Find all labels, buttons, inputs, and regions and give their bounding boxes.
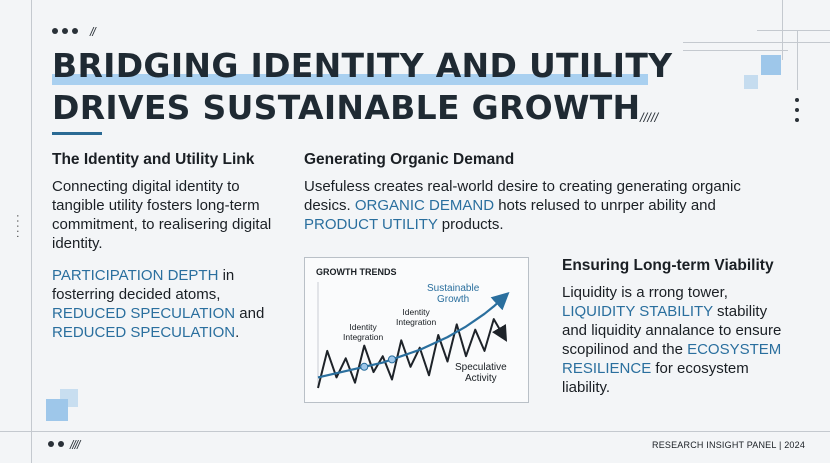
chart-label: Speculative (455, 362, 507, 373)
speculative-activity-line (317, 318, 508, 389)
deco-slashes: ///// (640, 110, 659, 125)
deco-slashes: // (90, 25, 96, 39)
title-rule (52, 132, 102, 135)
body-text: Liquidity is a rrong tower, (562, 284, 728, 301)
chart-label: Sustainable (427, 283, 480, 294)
growth-trends-chart: GROWTH TRENDS Sustainable Growth Specula… (304, 257, 529, 403)
footer-dot (48, 441, 54, 447)
chart-label: Growth (437, 294, 470, 305)
deco-square (60, 389, 78, 407)
frame-left-line (31, 0, 32, 463)
chart-label: Identity (402, 307, 430, 317)
accent-term: REDUCED SPECULATION (52, 324, 236, 341)
deco-line (683, 42, 830, 43)
footer-dot (58, 441, 64, 447)
accent-term: PRODUCT UTILITY (304, 216, 438, 233)
identity-integration-label: Identity Integration (396, 307, 436, 327)
section-heading-identity-utility: The Identity and Utility Link (52, 151, 255, 168)
chart-label: Identity (349, 322, 377, 332)
identity-integration-label: Identity Integration (343, 322, 383, 342)
section-heading-organic-demand: Generating Organic Demand (304, 151, 515, 168)
chart-label: Activity (465, 373, 497, 384)
body-text: stability and liquidity annalance to ens… (562, 303, 782, 358)
body-text: and (235, 305, 265, 322)
section-organic-demand-text: Usefuless creates real-world desire to c… (304, 177, 764, 234)
title-highlight (52, 74, 648, 85)
body-text: in fosterring decided atoms, (52, 267, 235, 303)
page-title: BRIDGING IDENTITY AND UTILITY DRIVES SUS… (52, 45, 672, 129)
section-viability-text: Liquidity is a rrong tower, LIQUIDITY ST… (562, 283, 782, 397)
title-line2: DRIVES SUSTAINABLE GROWTH (52, 88, 641, 127)
identity-integration-marker (388, 355, 396, 364)
section-identity-utility-text2: PARTICIPATION DEPTH in fosterring decide… (52, 266, 277, 342)
deco-line (797, 30, 798, 90)
sustainable-growth-line (317, 291, 510, 379)
sustainable-growth-label: Sustainable Growth (427, 283, 479, 305)
chart-plot (317, 282, 510, 389)
body-text: for ecosystem liability. (562, 360, 749, 396)
section-heading-viability: Ensuring Long-term Viability (562, 257, 774, 274)
body-text: hots relused to unrper ability and (494, 197, 716, 214)
identity-integration-marker (360, 362, 369, 371)
chart-label: Integration (396, 317, 437, 327)
speculative-activity-label: Speculative Activity (455, 362, 507, 384)
deco-dot (795, 118, 799, 122)
chart-label: Integration (343, 332, 384, 342)
body-text: . (235, 324, 240, 341)
accent-term: ECOSYSTEM RESILIENCE (562, 341, 782, 377)
footer-label: RESEARCH INSIGHT PANEL | 2024 (652, 440, 806, 450)
accent-term: LIQUIDITY STABILITY (562, 303, 713, 320)
title-line1: BRIDGING IDENTITY AND UTILITY (52, 46, 673, 85)
deco-line (683, 50, 788, 51)
body-text: Usefuless creates real-world desire to c… (304, 178, 741, 214)
accent-term: REDUCED SPECULATION (52, 305, 236, 322)
side-label: • • • • • (14, 215, 20, 239)
deco-dot (72, 28, 78, 34)
section-identity-utility-text: Connecting digital identity to tangible … (52, 178, 272, 252)
deco-line (757, 30, 830, 31)
deco-dot (52, 28, 58, 34)
body-text: products. (437, 216, 504, 233)
deco-dot (62, 28, 68, 34)
chart-title: GROWTH TRENDS (316, 267, 397, 277)
deco-dot (795, 98, 799, 102)
accent-term: ORGANIC DEMAND (354, 197, 495, 214)
frame-bottom-line (0, 431, 830, 432)
deco-dot (795, 108, 799, 112)
accent-term: PARTICIPATION DEPTH (52, 267, 219, 284)
deco-square (744, 75, 758, 89)
deco-slashes: //// (70, 438, 80, 452)
deco-square (761, 55, 781, 75)
